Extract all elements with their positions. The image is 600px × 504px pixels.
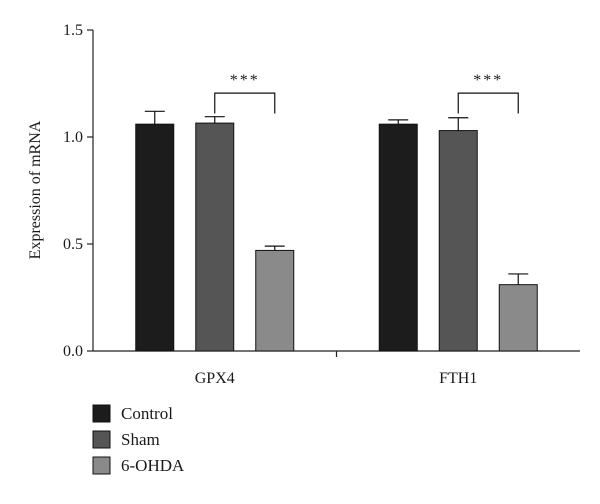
legend-label: Control	[121, 404, 173, 423]
legend-swatch	[92, 404, 111, 423]
y-tick-label: 1.5	[63, 22, 83, 39]
y-tick-label: 0.5	[63, 236, 83, 253]
y-tick-label: 0.0	[63, 343, 83, 360]
significance-bracket	[214, 92, 276, 114]
legend: Control Sham 6-OHDA	[92, 404, 185, 475]
y-tick-label: 1.0	[63, 129, 83, 146]
significance-annotations: *** ***	[214, 72, 519, 114]
significance-bracket	[457, 92, 519, 114]
legend-label: 6-OHDA	[121, 456, 185, 475]
significance-label: ***	[473, 72, 503, 89]
legend-swatch	[92, 430, 111, 449]
legend-label: Sham	[121, 430, 160, 449]
bar-6-ohda-gpx4	[255, 249, 295, 352]
x-tick-label: FTH1	[439, 370, 477, 387]
bar-6-ohda-fth1	[498, 284, 538, 352]
bar-sham-fth1	[438, 130, 478, 352]
y-axis-label: Expression of mRNA	[27, 120, 44, 259]
bar-control-fth1	[378, 123, 418, 352]
significance-label: ***	[230, 72, 260, 89]
legend-swatch	[92, 456, 111, 475]
x-tick-label: GPX4	[195, 370, 235, 387]
bars	[135, 110, 538, 352]
bar-control-gpx4	[135, 123, 175, 352]
bar-sham-gpx4	[195, 122, 235, 352]
